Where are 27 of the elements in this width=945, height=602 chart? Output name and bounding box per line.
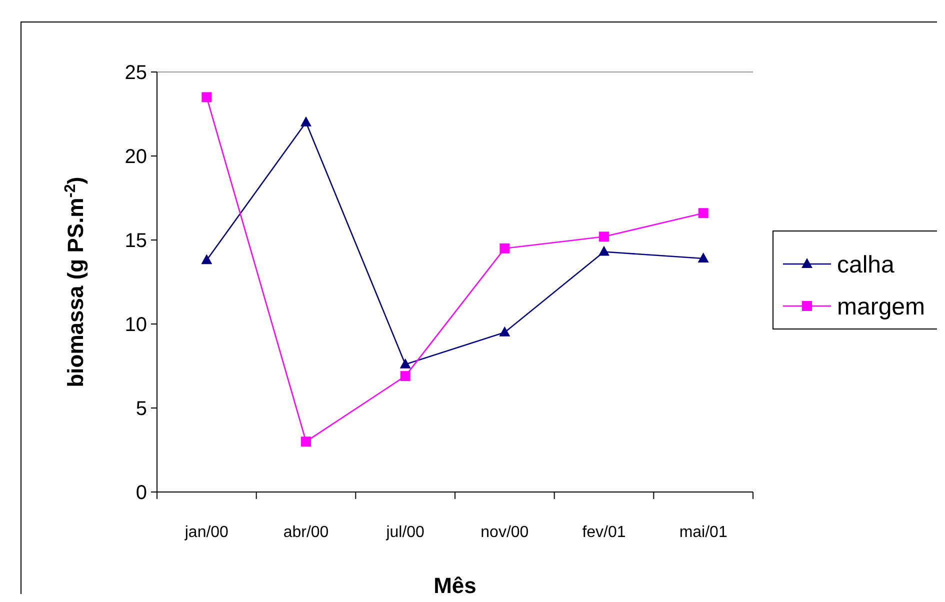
- point: [201, 254, 212, 264]
- point: [698, 208, 708, 218]
- y-tick-label: 5: [136, 398, 147, 420]
- y-tick-label: 20: [124, 146, 147, 168]
- point: [499, 326, 510, 336]
- point: [400, 371, 410, 382]
- x-tick-label: abr/00: [283, 524, 329, 541]
- y-tick-label: 15: [124, 230, 147, 252]
- point: [400, 358, 411, 368]
- point: [301, 436, 311, 447]
- x-tick-label: nov/00: [480, 524, 529, 541]
- x-tick-label: jul/00: [385, 524, 425, 541]
- y-tick-label: 10: [124, 314, 147, 336]
- x-tick-label: fev/01: [582, 524, 626, 541]
- legend-label: calha: [837, 251, 896, 278]
- x-axis-title: Mês: [434, 573, 476, 598]
- legend-label: margem: [837, 293, 926, 320]
- point: [599, 232, 609, 242]
- y-tick-label: 25: [124, 62, 147, 84]
- point: [698, 252, 709, 262]
- y-tick-label: 0: [136, 482, 147, 504]
- point: [300, 116, 312, 126]
- point: [598, 246, 610, 256]
- point: [500, 243, 510, 254]
- point: [202, 92, 212, 102]
- x-tick-label: jan/00: [184, 524, 229, 541]
- x-tick-label: mai/01: [679, 524, 728, 541]
